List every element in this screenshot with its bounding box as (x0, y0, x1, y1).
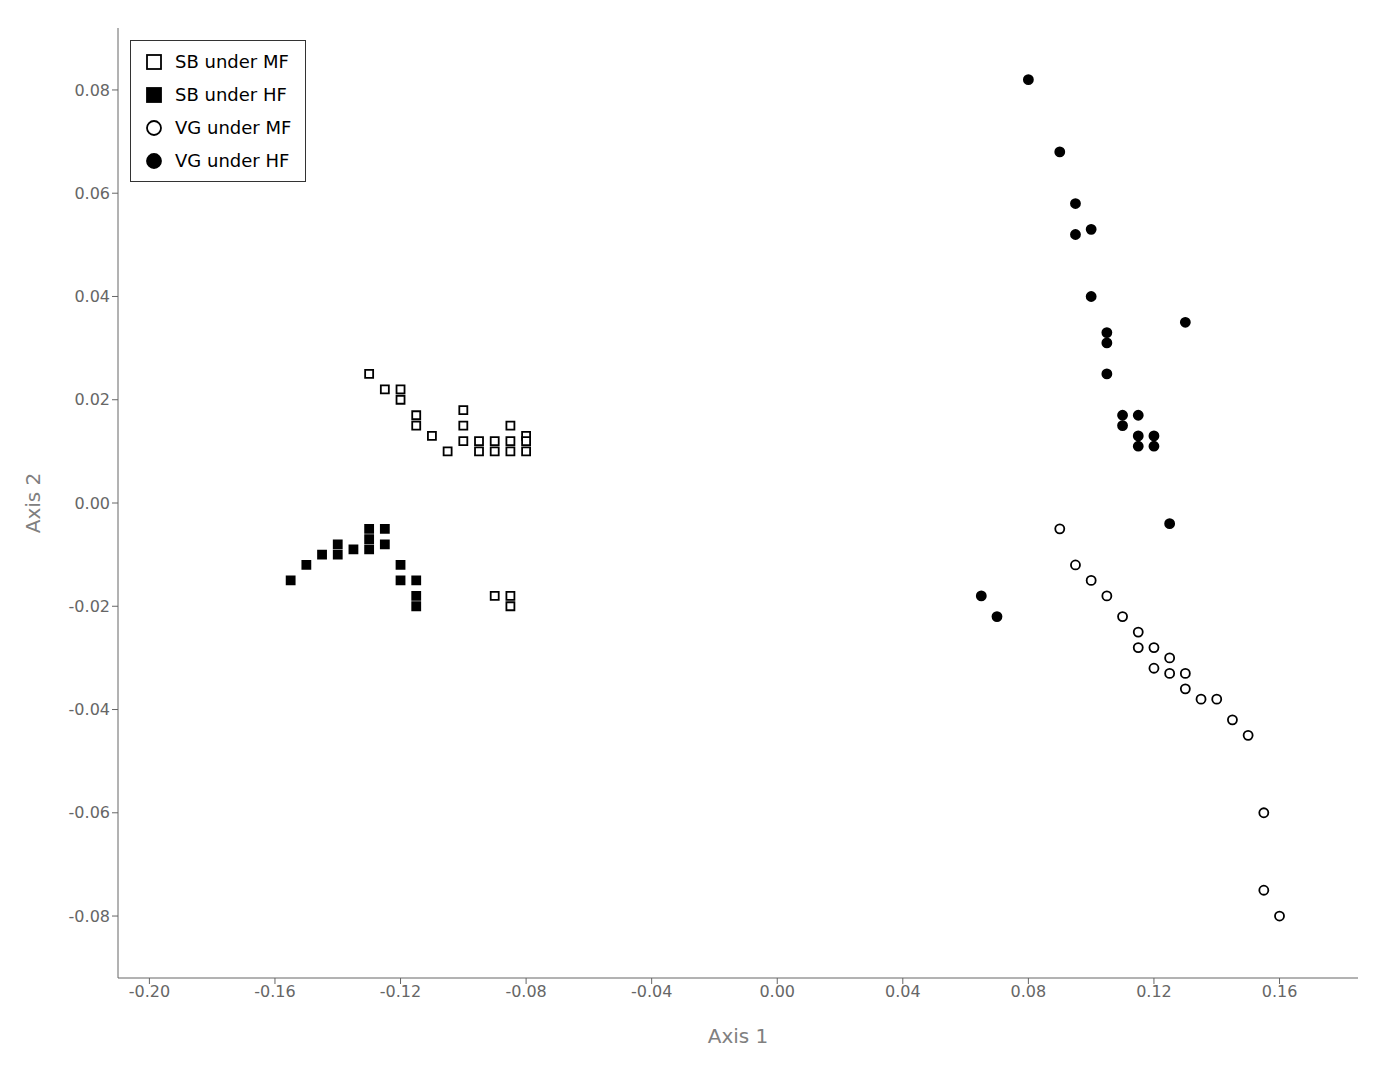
svg-text:0.02: 0.02 (74, 390, 110, 409)
svg-text:-0.12: -0.12 (380, 982, 421, 1001)
svg-text:0.16: 0.16 (1262, 982, 1298, 1001)
svg-text:0.08: 0.08 (1011, 982, 1047, 1001)
svg-text:-0.20: -0.20 (129, 982, 170, 1001)
svg-text:0.00: 0.00 (759, 982, 795, 1001)
svg-text:-0.02: -0.02 (69, 597, 110, 616)
svg-text:Axis 2: Axis 2 (21, 473, 45, 534)
html-text:VG under MF: VG under MF (175, 117, 292, 138)
svg-text:0.06: 0.06 (74, 184, 110, 203)
svg-text:-0.08: -0.08 (69, 907, 110, 926)
html-text:VG under HF: VG under HF (175, 150, 290, 171)
svg-text:Axis 1: Axis 1 (708, 1024, 769, 1048)
svg-text:0.04: 0.04 (885, 982, 921, 1001)
html-text:SB under MF: SB under MF (175, 51, 289, 72)
svg-text:-0.04: -0.04 (69, 700, 110, 719)
svg-text:-0.16: -0.16 (254, 982, 295, 1001)
html-text:SB under HF: SB under HF (175, 84, 287, 105)
svg-text:-0.08: -0.08 (505, 982, 546, 1001)
svg-text:-0.04: -0.04 (631, 982, 672, 1001)
svg-text:0.04: 0.04 (74, 287, 110, 306)
svg-text:0.08: 0.08 (74, 81, 110, 100)
svg-text:0.00: 0.00 (74, 494, 110, 513)
svg-text:-0.06: -0.06 (69, 803, 110, 822)
svg-text:0.12: 0.12 (1136, 982, 1172, 1001)
